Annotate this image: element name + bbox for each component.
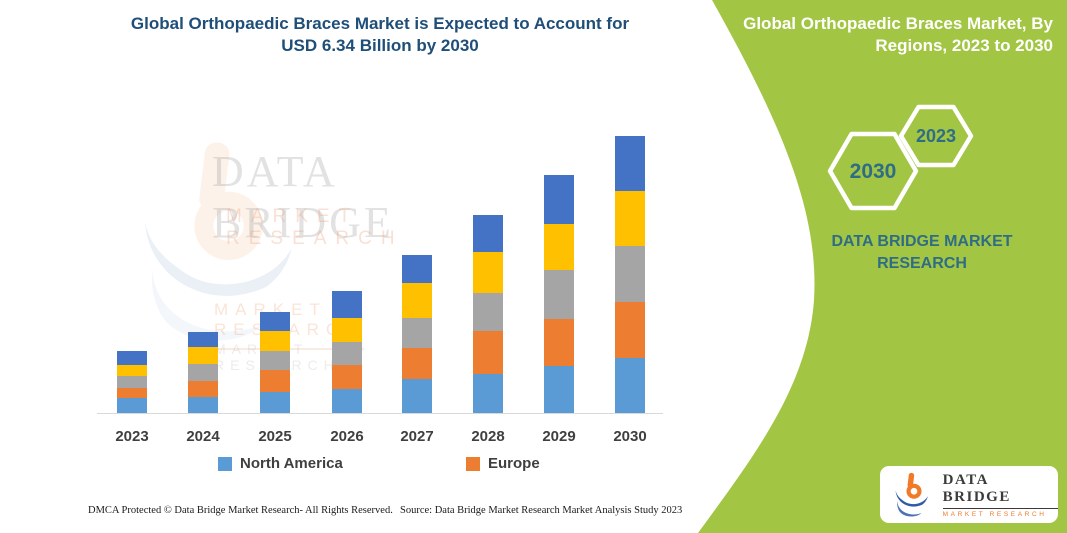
legend-label: Europe [488,455,540,472]
bar-segment-north-america [117,398,147,413]
bar-segment-north-america [402,378,432,413]
x-axis-label-2024: 2024 [186,428,220,445]
legend-item-europe: Europe [466,455,540,472]
x-axis-label-2030: 2030 [613,428,647,445]
bar-segment-europe [117,388,147,399]
bar-segment-north-america [544,365,574,413]
legend-swatch-icon [218,456,232,471]
bar-2026 [332,290,362,413]
bar-segment-unlabeled-region-yellow [544,224,574,271]
bar-segment-unlabeled-region-blue [117,351,147,366]
legend-item-north-america: North America [218,455,343,472]
hexagon-year-2023: 2023 [915,126,957,146]
sidebar-brand-line2: RESEARCH [877,255,967,272]
sidebar-brand-text: DATA BRIDGE MARKET RESEARCH [808,231,1036,275]
bar-segment-north-america [473,374,503,413]
bar-segment-europe [188,380,218,397]
bar-segment-north-america [332,388,362,413]
x-axis-label-2026: 2026 [330,428,364,445]
legend-swatch-icon [466,456,480,471]
bar-segment-unlabeled-region-blue [188,332,218,347]
bar-segment-europe [544,318,574,366]
bar-segment-unlabeled-region-gray [615,246,645,302]
bar-segment-unlabeled-region-yellow [402,283,432,319]
chart-legend: North America Europe [0,455,680,479]
x-axis-label-2025: 2025 [258,428,292,445]
bar-segment-unlabeled-region-gray [544,270,574,319]
bar-segment-unlabeled-region-yellow [473,252,503,293]
bar-segment-europe [402,348,432,379]
bar-segment-unlabeled-region-gray [117,376,147,389]
sidebar-brand-line1: DATA BRIDGE MARKET [831,233,1013,250]
logo-brand-name: DATA BRIDGE [942,472,1058,509]
bar-2027 [402,255,432,413]
bar-2023 [117,351,147,413]
logo-brand-subtitle: MARKET RESEARCH [942,510,1047,518]
bar-segment-unlabeled-region-blue [615,135,645,192]
bar-segment-unlabeled-region-yellow [117,365,147,377]
x-axis-label-2023: 2023 [115,428,149,445]
bar-segment-europe [332,365,362,389]
bar-segment-unlabeled-region-blue [332,290,362,318]
chart-title-line1: Global Orthopaedic Braces Market is Expe… [130,14,630,33]
x-axis-label-2029: 2029 [542,428,576,445]
bar-segment-europe [260,369,290,392]
year-hexagons-icon [827,104,974,211]
bar-segment-unlabeled-region-yellow [332,317,362,342]
bar-segment-unlabeled-region-gray [260,350,290,370]
x-axis-label-2027: 2027 [400,428,434,445]
bar-segment-unlabeled-region-blue [544,175,574,225]
sidebar-heading-line2: Regions, 2023 to 2030 [875,36,1053,55]
bar-segment-unlabeled-region-gray [332,341,362,366]
bar-segment-unlabeled-region-gray [188,364,218,381]
bar-segment-europe [473,331,503,375]
x-axis-line [97,413,663,414]
legend-label: North America [240,455,343,472]
bar-segment-north-america [615,357,645,413]
bar-segment-unlabeled-region-blue [402,255,432,284]
hexagon-year-2030: 2030 [849,160,897,183]
sidebar-heading: Global Orthopaedic Braces Market, By Reg… [723,13,1053,57]
bar-segment-unlabeled-region-blue [473,214,503,253]
bar-2025 [260,312,290,413]
data-bridge-logo-icon [895,472,928,516]
footer-source: Source: Data Bridge Market Research Mark… [400,505,683,516]
bar-segment-north-america [260,392,290,413]
brand-logo-box: DATA BRIDGE MARKET RESEARCH [880,466,1058,523]
bar-2029 [544,175,574,413]
footer-copyright: DMCA Protected © Data Bridge Market Rese… [88,505,393,516]
bar-2030 [615,135,645,413]
chart-title-line2: USD 6.34 Billion by 2030 [281,36,479,55]
bar-segment-unlabeled-region-yellow [615,191,645,247]
bar-2024 [188,332,218,413]
bar-segment-unlabeled-region-gray [402,318,432,349]
bar-segment-unlabeled-region-blue [260,312,290,332]
x-axis-label-2028: 2028 [471,428,505,445]
bar-segment-europe [615,302,645,358]
chart-title: Global Orthopaedic Braces Market is Expe… [95,13,665,57]
bar-segment-unlabeled-region-yellow [260,331,290,351]
bar-segment-unlabeled-region-gray [473,292,503,332]
bar-2028 [473,214,503,413]
bar-segment-unlabeled-region-yellow [188,346,218,365]
sidebar-heading-line1: Global Orthopaedic Braces Market, By [743,14,1053,33]
bar-segment-north-america [188,396,218,413]
